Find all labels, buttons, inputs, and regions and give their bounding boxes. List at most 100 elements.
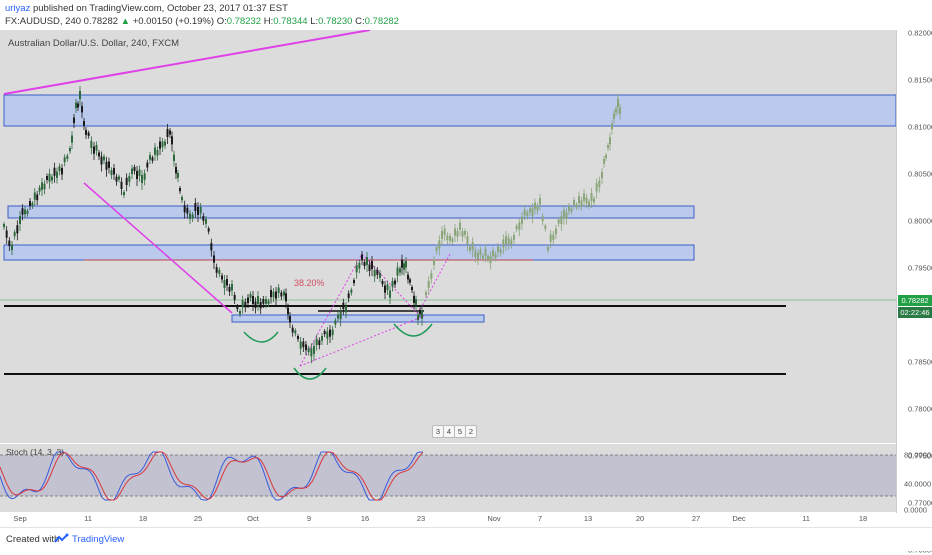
- projection-candle-body: [549, 234, 552, 242]
- candle-body: [146, 162, 149, 168]
- price-chart-canvas[interactable]: [0, 30, 896, 443]
- candle-body: [8, 240, 11, 247]
- time-tick: 11: [802, 514, 810, 523]
- candle-body: [202, 216, 205, 221]
- candle-body: [46, 176, 48, 180]
- projection-candle-body: [583, 193, 585, 201]
- candle-body: [56, 171, 58, 178]
- resistance-zone-top[interactable]: [3, 94, 896, 127]
- candle-body: [265, 299, 267, 304]
- time-tick: 11: [84, 514, 92, 523]
- resistance-zone-mid[interactable]: [7, 205, 695, 219]
- candle-body: [386, 284, 389, 291]
- candle-body: [5, 230, 8, 238]
- projection-candle-body: [471, 242, 474, 251]
- projection-candle-body: [529, 208, 531, 213]
- candle-body: [149, 155, 151, 160]
- chart-header: uriyaz published on TradingView.com, Oct…: [0, 0, 932, 30]
- stoch-title: Stoch (14, 3, 3): [6, 447, 65, 457]
- candle-body: [171, 136, 173, 145]
- candle-body: [302, 341, 305, 348]
- left-shoulder-arc[interactable]: [243, 331, 279, 343]
- candle-body: [199, 207, 202, 214]
- candle-body: [310, 348, 313, 357]
- candle-body: [287, 307, 289, 315]
- candle-body: [221, 275, 223, 280]
- candle-body: [361, 254, 363, 261]
- projection-candle-body: [588, 201, 590, 206]
- publish-line: uriyaz published on TradingView.com, Oct…: [5, 3, 288, 14]
- resistance-zone-low[interactable]: [3, 244, 695, 261]
- projection-candle-body: [539, 198, 541, 205]
- candle-body: [321, 336, 323, 341]
- candle-body: [66, 155, 69, 159]
- projection-candle-body: [433, 259, 435, 266]
- candle-body: [329, 329, 331, 337]
- candle-body: [151, 157, 154, 161]
- candle-body: [323, 331, 326, 335]
- fib-label: 38.20%: [294, 278, 325, 288]
- time-axis[interactable]: Sep 11 18 25 Oct 9 16 23 Nov 7 13 20 27 Dec 11 18: [0, 512, 896, 525]
- stochastic-pane[interactable]: Stoch (14, 3, 3): [0, 444, 896, 512]
- projection-candle-body: [568, 206, 570, 211]
- candle-body: [41, 182, 43, 190]
- candle-body: [409, 279, 411, 283]
- event-badge[interactable]: 2: [465, 425, 477, 438]
- event-badges[interactable]: 3 4 5 2: [432, 424, 477, 438]
- trendline-upper[interactable]: [3, 30, 371, 95]
- projection-candle-body: [521, 216, 523, 224]
- candle-body: [294, 330, 297, 334]
- candle-body: [236, 306, 239, 310]
- candle-body: [315, 338, 318, 346]
- candle-body: [247, 297, 249, 304]
- projection-candle-body: [557, 219, 560, 224]
- candle-body: [61, 168, 63, 175]
- pattern-dotted-lines[interactable]: [299, 253, 451, 367]
- candle-body: [280, 292, 283, 297]
- candle-body: [307, 348, 310, 353]
- projection-candle-body: [536, 205, 539, 211]
- candle-body: [105, 161, 108, 170]
- right-shoulder-arc[interactable]: [393, 323, 433, 337]
- candle-body: [169, 130, 171, 135]
- tradingview-link[interactable]: TradingView: [72, 534, 125, 545]
- projection-candle-body: [451, 238, 454, 242]
- close-label: C:: [355, 16, 365, 27]
- candle-body: [164, 141, 166, 146]
- projection-candle-body: [617, 99, 619, 107]
- candle-body: [24, 209, 26, 215]
- support-zone[interactable]: [231, 314, 485, 323]
- projection-candle-body: [487, 256, 489, 260]
- projection-candle-body: [469, 246, 471, 251]
- candle-body: [128, 176, 131, 182]
- candle-body: [38, 187, 41, 192]
- candle-body: [77, 103, 79, 108]
- candle-body: [373, 270, 376, 277]
- candle-body: [339, 311, 342, 320]
- stochastic-canvas[interactable]: [0, 444, 896, 512]
- candle-body: [177, 173, 179, 178]
- tradingview-logo-icon[interactable]: [54, 533, 70, 548]
- projection-candle-body: [598, 180, 601, 188]
- candle-body: [173, 154, 175, 162]
- candle-body: [110, 170, 113, 176]
- candle-body: [299, 341, 302, 349]
- projection-candle-body: [575, 204, 578, 208]
- candle-body: [285, 293, 287, 302]
- candle-body: [79, 91, 81, 99]
- main-chart-pane[interactable]: Australian Dollar/U.S. Dollar, 240, FXCM…: [0, 30, 896, 443]
- projection-candle-body: [464, 231, 466, 235]
- candle-body: [43, 183, 46, 190]
- candle-body: [143, 173, 146, 180]
- head-arc[interactable]: [293, 367, 327, 380]
- author-link[interactable]: uriyaz: [5, 3, 31, 14]
- projection-candle-body: [613, 113, 615, 120]
- change-value: +0.00150 (+0.19%): [132, 16, 215, 27]
- candle-body: [16, 225, 19, 234]
- candle-body: [141, 175, 143, 183]
- candle-body: [136, 171, 138, 179]
- candle-body: [355, 265, 358, 273]
- trendline-falling[interactable]: [83, 182, 233, 314]
